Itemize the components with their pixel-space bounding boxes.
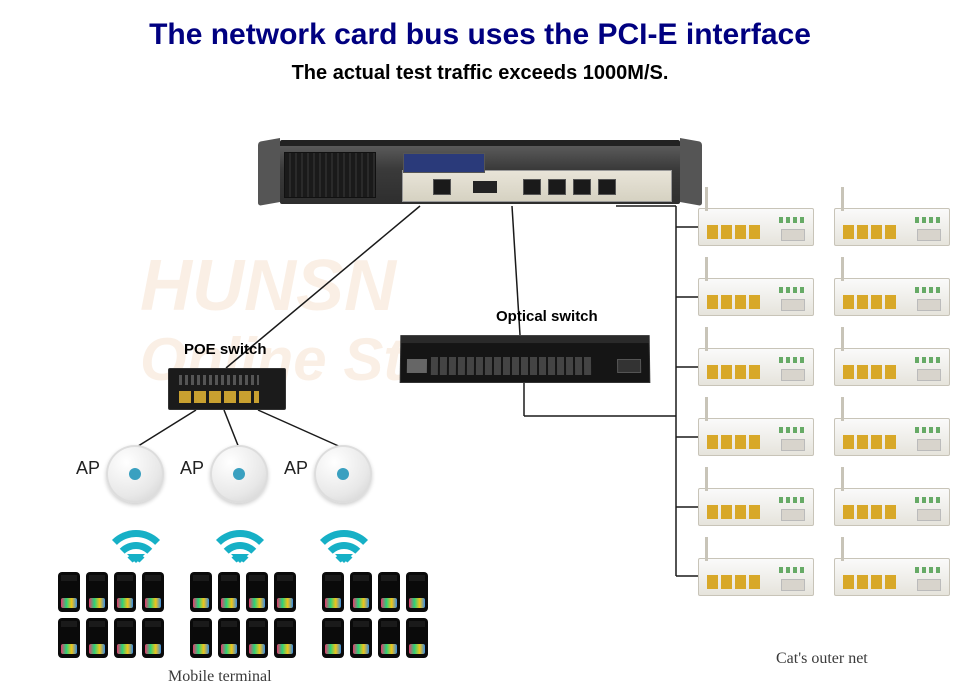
access-point: [210, 445, 268, 503]
phone-icon: [86, 618, 108, 658]
phone-icon: [114, 572, 136, 612]
phone-icon: [218, 572, 240, 612]
wifi-icon: [308, 510, 380, 566]
phone-icon: [246, 618, 268, 658]
modem-device: [698, 418, 814, 456]
modem-device: [834, 278, 950, 316]
modem-device: [698, 348, 814, 386]
phone-icon: [274, 618, 296, 658]
phone-icon: [142, 618, 164, 658]
optical-switch-label: Optical switch: [496, 308, 598, 325]
modem-device: [834, 558, 950, 596]
phone-icon: [350, 618, 372, 658]
ap2-label: AP: [180, 458, 204, 479]
phone-icon: [190, 618, 212, 658]
cats-outer-net-caption: Cat's outer net: [776, 650, 868, 668]
modem-device: [698, 208, 814, 246]
phone-icon: [378, 572, 400, 612]
phones-group: [58, 572, 164, 658]
phone-icon: [322, 572, 344, 612]
modem-device: [698, 488, 814, 526]
phone-icon: [190, 572, 212, 612]
phone-icon: [58, 618, 80, 658]
phone-icon: [246, 572, 268, 612]
phone-icon: [406, 618, 428, 658]
diagram-subtitle: The actual test traffic exceeds 1000M/S.: [0, 62, 960, 85]
phone-icon: [142, 572, 164, 612]
rack-server: [280, 140, 680, 204]
ap3-label: AP: [284, 458, 308, 479]
phones-group: [190, 572, 296, 658]
phone-icon: [86, 572, 108, 612]
ap1-label: AP: [76, 458, 100, 479]
modem-device: [834, 418, 950, 456]
modem-device: [698, 558, 814, 596]
phone-icon: [322, 618, 344, 658]
watermark-line1: HUNSN: [140, 246, 396, 326]
phone-icon: [406, 572, 428, 612]
mobile-terminal-caption: Mobile terminal: [168, 668, 272, 686]
phone-icon: [218, 618, 240, 658]
phone-icon: [378, 618, 400, 658]
poe-switch-label: POE switch: [184, 341, 267, 358]
phones-group: [322, 572, 428, 658]
modem-device: [698, 278, 814, 316]
poe-switch: [168, 368, 286, 410]
diagram-title: The network card bus uses the PCI-E inte…: [0, 18, 960, 52]
phone-icon: [274, 572, 296, 612]
wifi-icon: [204, 510, 276, 566]
wifi-icon: [100, 510, 172, 566]
access-point: [106, 445, 164, 503]
phone-icon: [114, 618, 136, 658]
modem-device: [834, 488, 950, 526]
modem-device: [834, 348, 950, 386]
phone-icon: [350, 572, 372, 612]
modem-device: [834, 208, 950, 246]
access-point: [314, 445, 372, 503]
optical-switch: [400, 335, 651, 383]
phone-icon: [58, 572, 80, 612]
